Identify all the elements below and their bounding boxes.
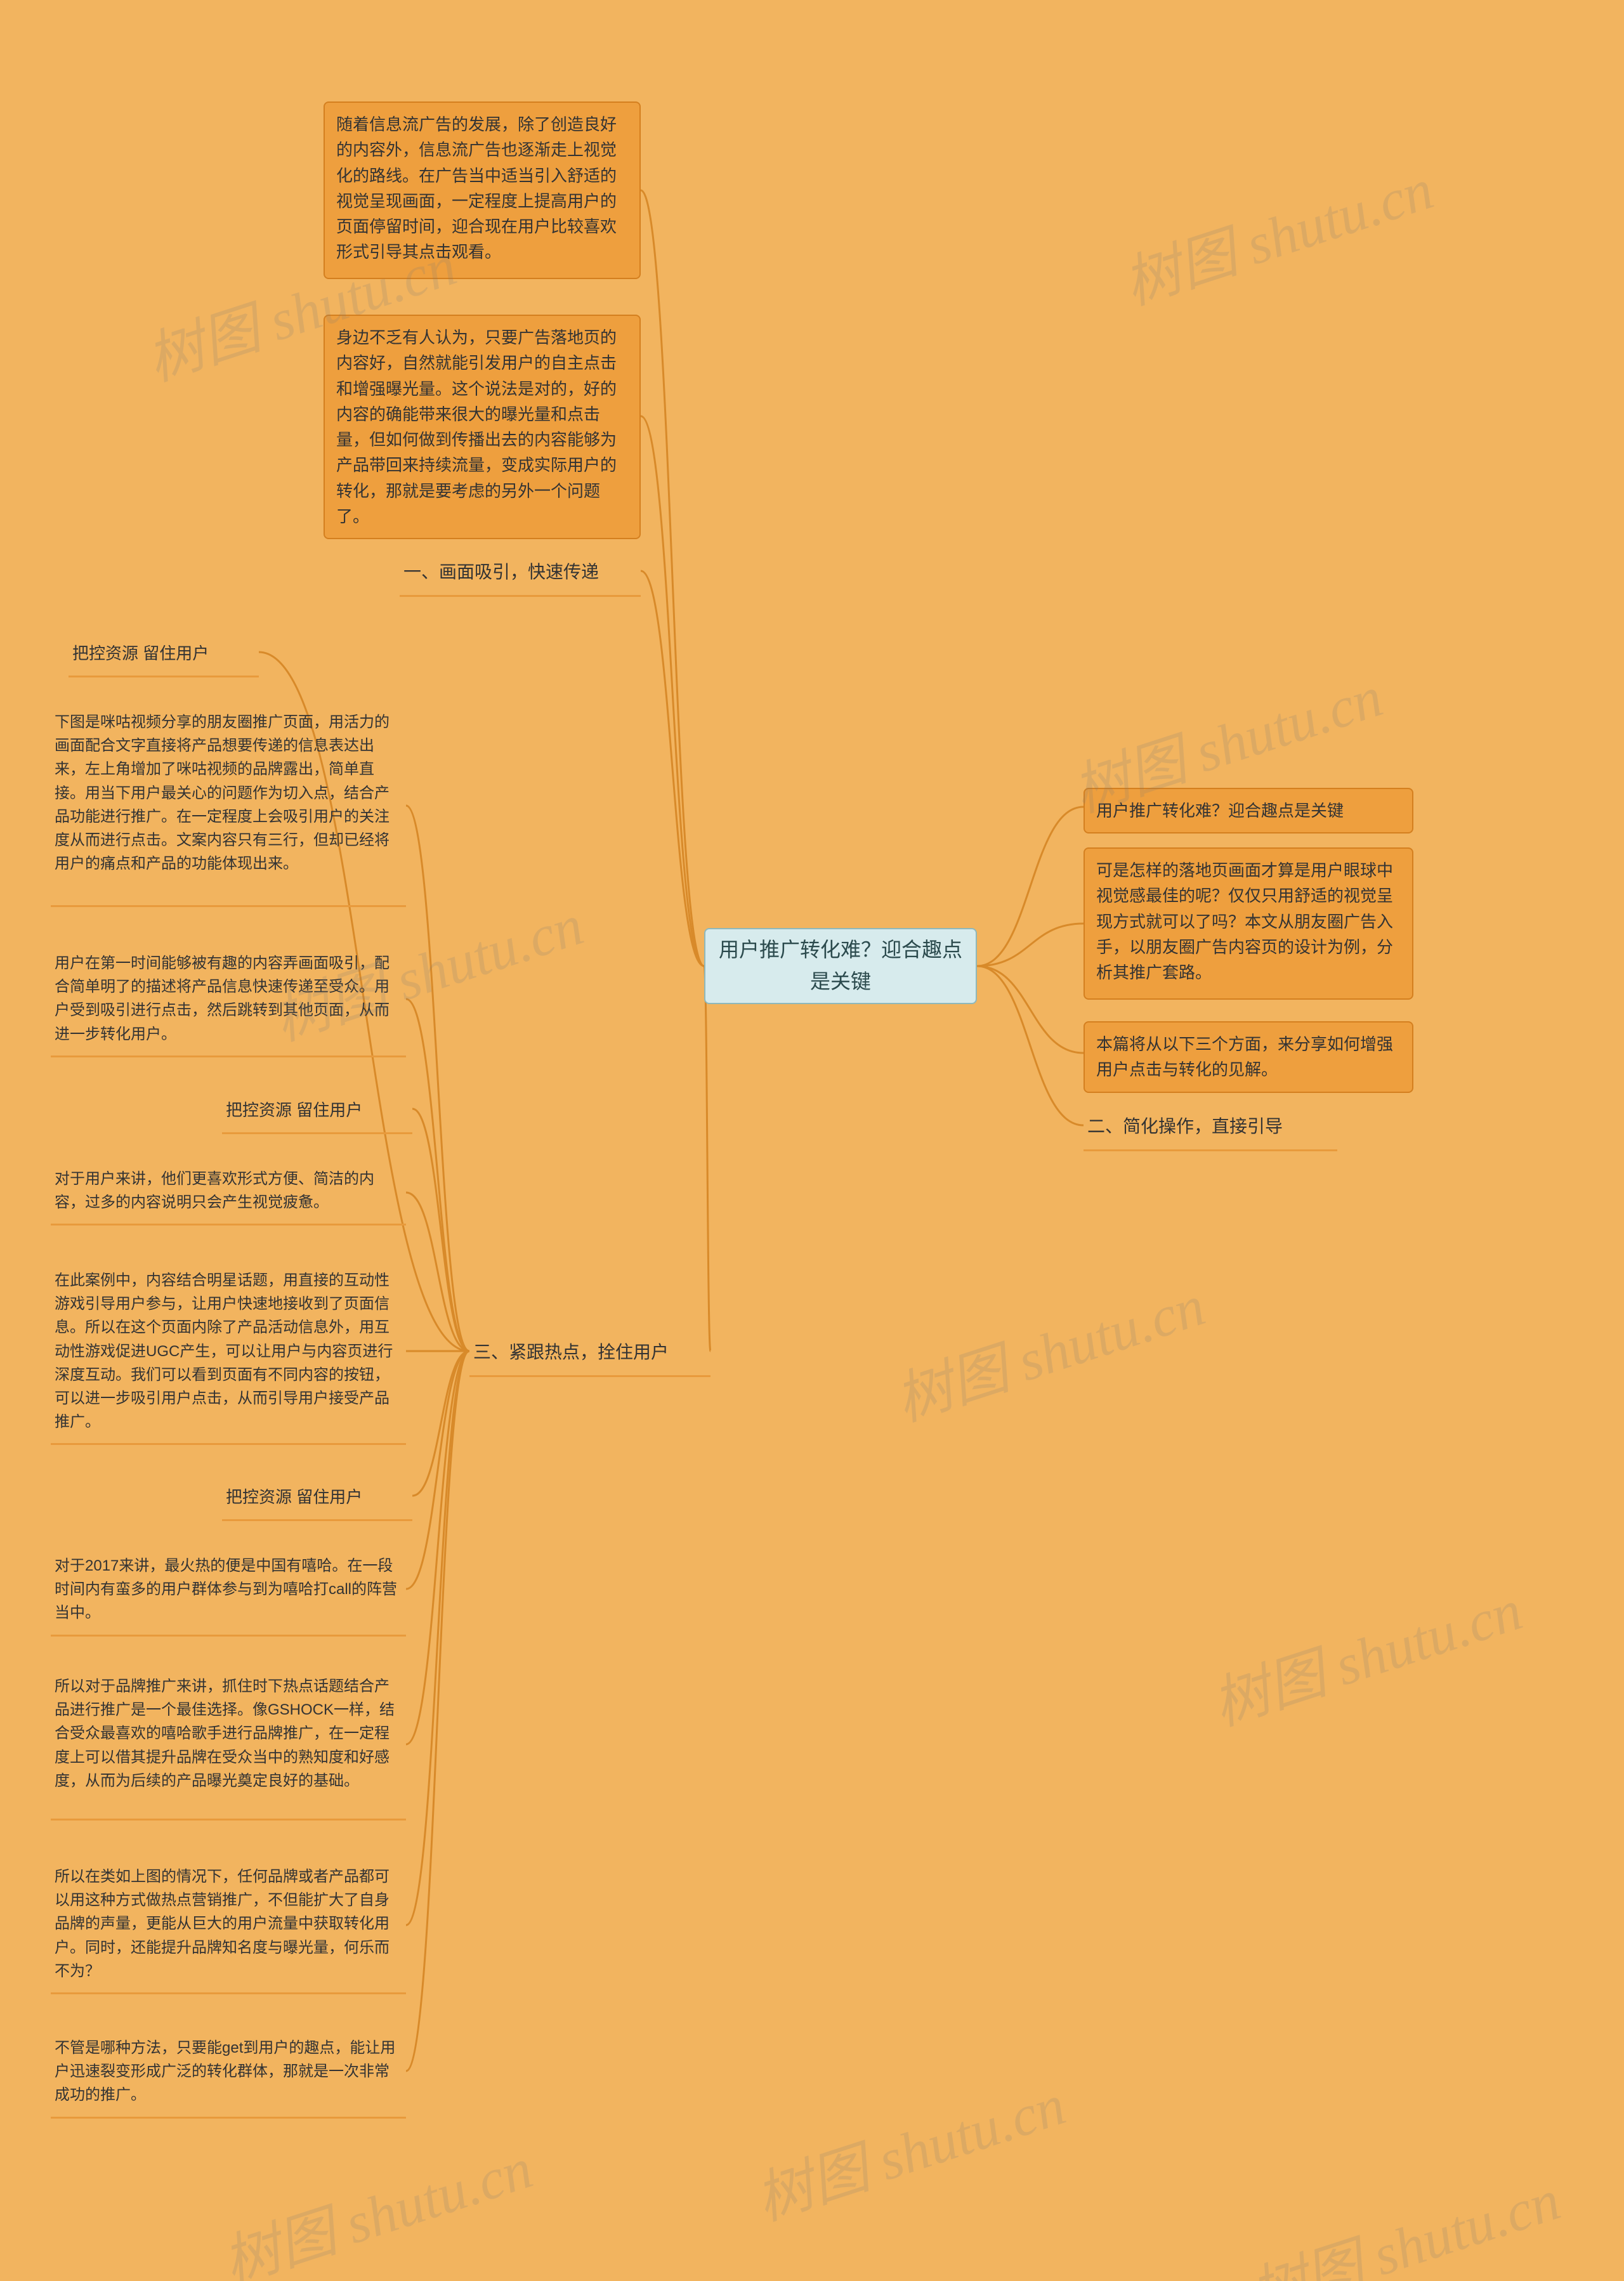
left-node-section3: 三、紧跟热点，拴住用户 (469, 1332, 710, 1377)
node-text: 身边不乏有人认为，只要广告落地页的内容好，自然就能引发用户的自主点击和增强曝光量… (336, 328, 617, 526)
right-node-1: 用户推广转化难？迎合趣点是关键 (1084, 788, 1413, 833)
node-text: 对于用户来讲，他们更喜欢形式方便、简洁的内容，过多的内容说明只会产生视觉疲惫。 (55, 1170, 374, 1211)
node-text: 对于2017来讲，最火热的便是中国有嘻哈。在一段时间内有蛮多的用户群体参与到为嘻… (55, 1557, 397, 1621)
left-node-7: 把控资源 留住用户 (222, 1091, 412, 1134)
node-text: 本篇将从以下三个方面，来分享如何增强用户点击与转化的见解。 (1096, 1035, 1393, 1079)
node-text: 把控资源 留住用户 (72, 644, 209, 663)
left-node-8: 对于用户来讲，他们更喜欢形式方便、简洁的内容，过多的内容说明只会产生视觉疲惫。 (51, 1161, 406, 1225)
root-text: 用户推广转化难？迎合趣点是关键 (717, 934, 964, 997)
right-node-2: 可是怎样的落地页画面才算是用户眼球中视觉感最佳的呢？仅仅只用舒适的视觉呈现方式就… (1084, 847, 1413, 1000)
left-node-11: 对于2017来讲，最火热的便是中国有嘻哈。在一段时间内有蛮多的用户群体参与到为嘻… (51, 1548, 406, 1637)
mindmap-root: 用户推广转化难？迎合趣点是关键 (704, 928, 977, 1004)
left-node-14: 不管是哪种方法，只要能get到用户的趣点，能让用户迅速裂变形成广泛的转化群体，那… (51, 2030, 406, 2119)
left-node-10: 把控资源 留住用户 (222, 1478, 412, 1521)
right-node-4: 二、简化操作，直接引导 (1084, 1106, 1337, 1151)
node-text: 所以对于品牌推广来讲，抓住时下热点话题结合产品进行推广是一个最佳选择。像GSHO… (55, 1678, 395, 1789)
left-node-6: 用户在第一时间能够被有趣的内容弄画面吸引，配合简单明了的描述将产品信息快速传递至… (51, 945, 406, 1057)
left-node-13: 所以在类如上图的情况下，任何品牌或者产品都可以用这种方式做热点营销推广，不但能扩… (51, 1859, 406, 1994)
node-text: 把控资源 留住用户 (226, 1487, 362, 1507)
node-text: 随着信息流广告的发展，除了创造良好的内容外，信息流广告也逐渐走上视觉化的路线。在… (336, 115, 617, 261)
node-text: 三、紧跟热点，拴住用户 (473, 1342, 669, 1362)
left-node-9: 在此案例中，内容结合明星话题，用直接的互动性游戏引导用户参与，让用户快速地接收到… (51, 1262, 406, 1445)
left-node-4: 把控资源 留住用户 (69, 634, 259, 677)
node-text: 用户推广转化难？迎合趣点是关键 (1096, 801, 1344, 820)
node-text: 所以在类如上图的情况下，任何品牌或者产品都可以用这种方式做热点营销推广，不但能扩… (55, 1868, 390, 1980)
node-text: 可是怎样的落地页画面才算是用户眼球中视觉感最佳的呢？仅仅只用舒适的视觉呈现方式就… (1096, 861, 1393, 982)
left-node-5: 下图是咪咕视频分享的朋友圈推广页面，用活力的画面配合文字直接将产品想要传递的信息… (51, 704, 406, 907)
node-text: 一、画面吸引，快速传递 (403, 562, 599, 582)
left-node-1: 随着信息流广告的发展，除了创造良好的内容外，信息流广告也逐渐走上视觉化的路线。在… (324, 101, 641, 279)
node-text: 在此案例中，内容结合明星话题，用直接的互动性游戏引导用户参与，让用户快速地接收到… (55, 1272, 393, 1430)
left-node-3-section1: 一、画面吸引，快速传递 (400, 552, 641, 597)
node-text: 把控资源 留住用户 (226, 1101, 362, 1120)
right-node-3: 本篇将从以下三个方面，来分享如何增强用户点击与转化的见解。 (1084, 1021, 1413, 1093)
node-text: 下图是咪咕视频分享的朋友圈推广页面，用活力的画面配合文字直接将产品想要传递的信息… (55, 714, 390, 872)
node-text: 用户在第一时间能够被有趣的内容弄画面吸引，配合简单明了的描述将产品信息快速传递至… (55, 955, 390, 1043)
left-node-12: 所以对于品牌推广来讲，抓住时下热点话题结合产品进行推广是一个最佳选择。像GSHO… (51, 1668, 406, 1820)
left-node-2: 身边不乏有人认为，只要广告落地页的内容好，自然就能引发用户的自主点击和增强曝光量… (324, 315, 641, 539)
node-text: 不管是哪种方法，只要能get到用户的趣点，能让用户迅速裂变形成广泛的转化群体，那… (55, 2039, 395, 2103)
node-text: 二、简化操作，直接引导 (1087, 1116, 1283, 1136)
